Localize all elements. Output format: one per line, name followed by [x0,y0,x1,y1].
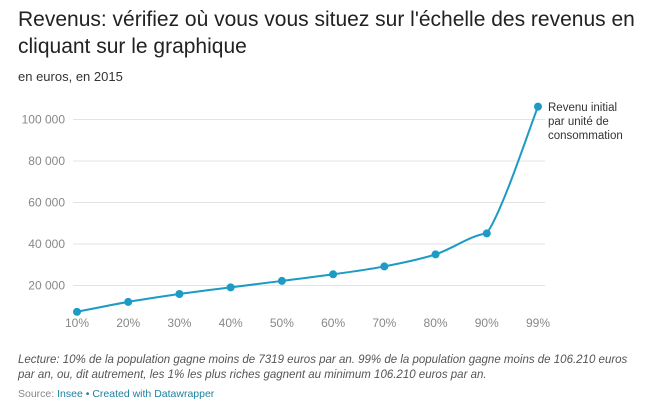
x-tick-label: 99% [526,316,550,330]
series-line [76,106,539,313]
x-tick-label: 50% [270,316,294,330]
source-label: Source: [18,388,55,400]
y-tick-label: 60 000 [28,196,65,210]
chart-title: Revenus: vérifiez où vous vous situez su… [18,8,635,58]
data-point[interactable] [380,262,389,271]
line-chart[interactable]: 20 000 40 000 60 000 80 000 100 000 10% 20% 30%… [0,0,654,345]
data-point[interactable] [431,250,440,259]
y-tick-label: 80 000 [28,154,65,168]
chart-subtitle: en euros, en 2015 [18,69,123,84]
data-point[interactable] [329,270,338,279]
data-point[interactable] [124,297,133,306]
x-tick-label: 80% [424,316,448,330]
x-tick-label: 60% [321,316,345,330]
x-tick-label: 10% [65,316,89,330]
series-annotation: Revenu initial [548,102,617,114]
x-tick-label: 40% [219,316,243,330]
x-tick-label: 90% [475,316,499,330]
data-point[interactable] [482,229,491,238]
data-point[interactable] [277,276,286,285]
data-point[interactable] [226,283,235,292]
x-tick-label: 70% [372,316,396,330]
datawrapper-link[interactable]: Created with Datawrapper [92,388,215,400]
chart-notes: Lecture: 10% de la population gagne moin… [18,354,628,381]
y-tick-label: 100 000 [22,113,66,127]
data-point[interactable] [73,307,81,316]
data-point[interactable] [175,290,184,299]
series-annotation: consommation [548,130,623,142]
separator: • [85,388,90,400]
x-tick-label: 20% [116,316,140,330]
y-tick-label: 20 000 [28,279,65,293]
data-point[interactable] [534,102,542,111]
source-link-insee[interactable]: Insee [57,388,83,400]
series-annotation: par unité de [548,116,609,128]
x-tick-label: 30% [167,316,191,330]
chart-source: Source: Insee • Created with Datawrapper [18,388,214,400]
y-tick-label: 40 000 [28,237,65,251]
